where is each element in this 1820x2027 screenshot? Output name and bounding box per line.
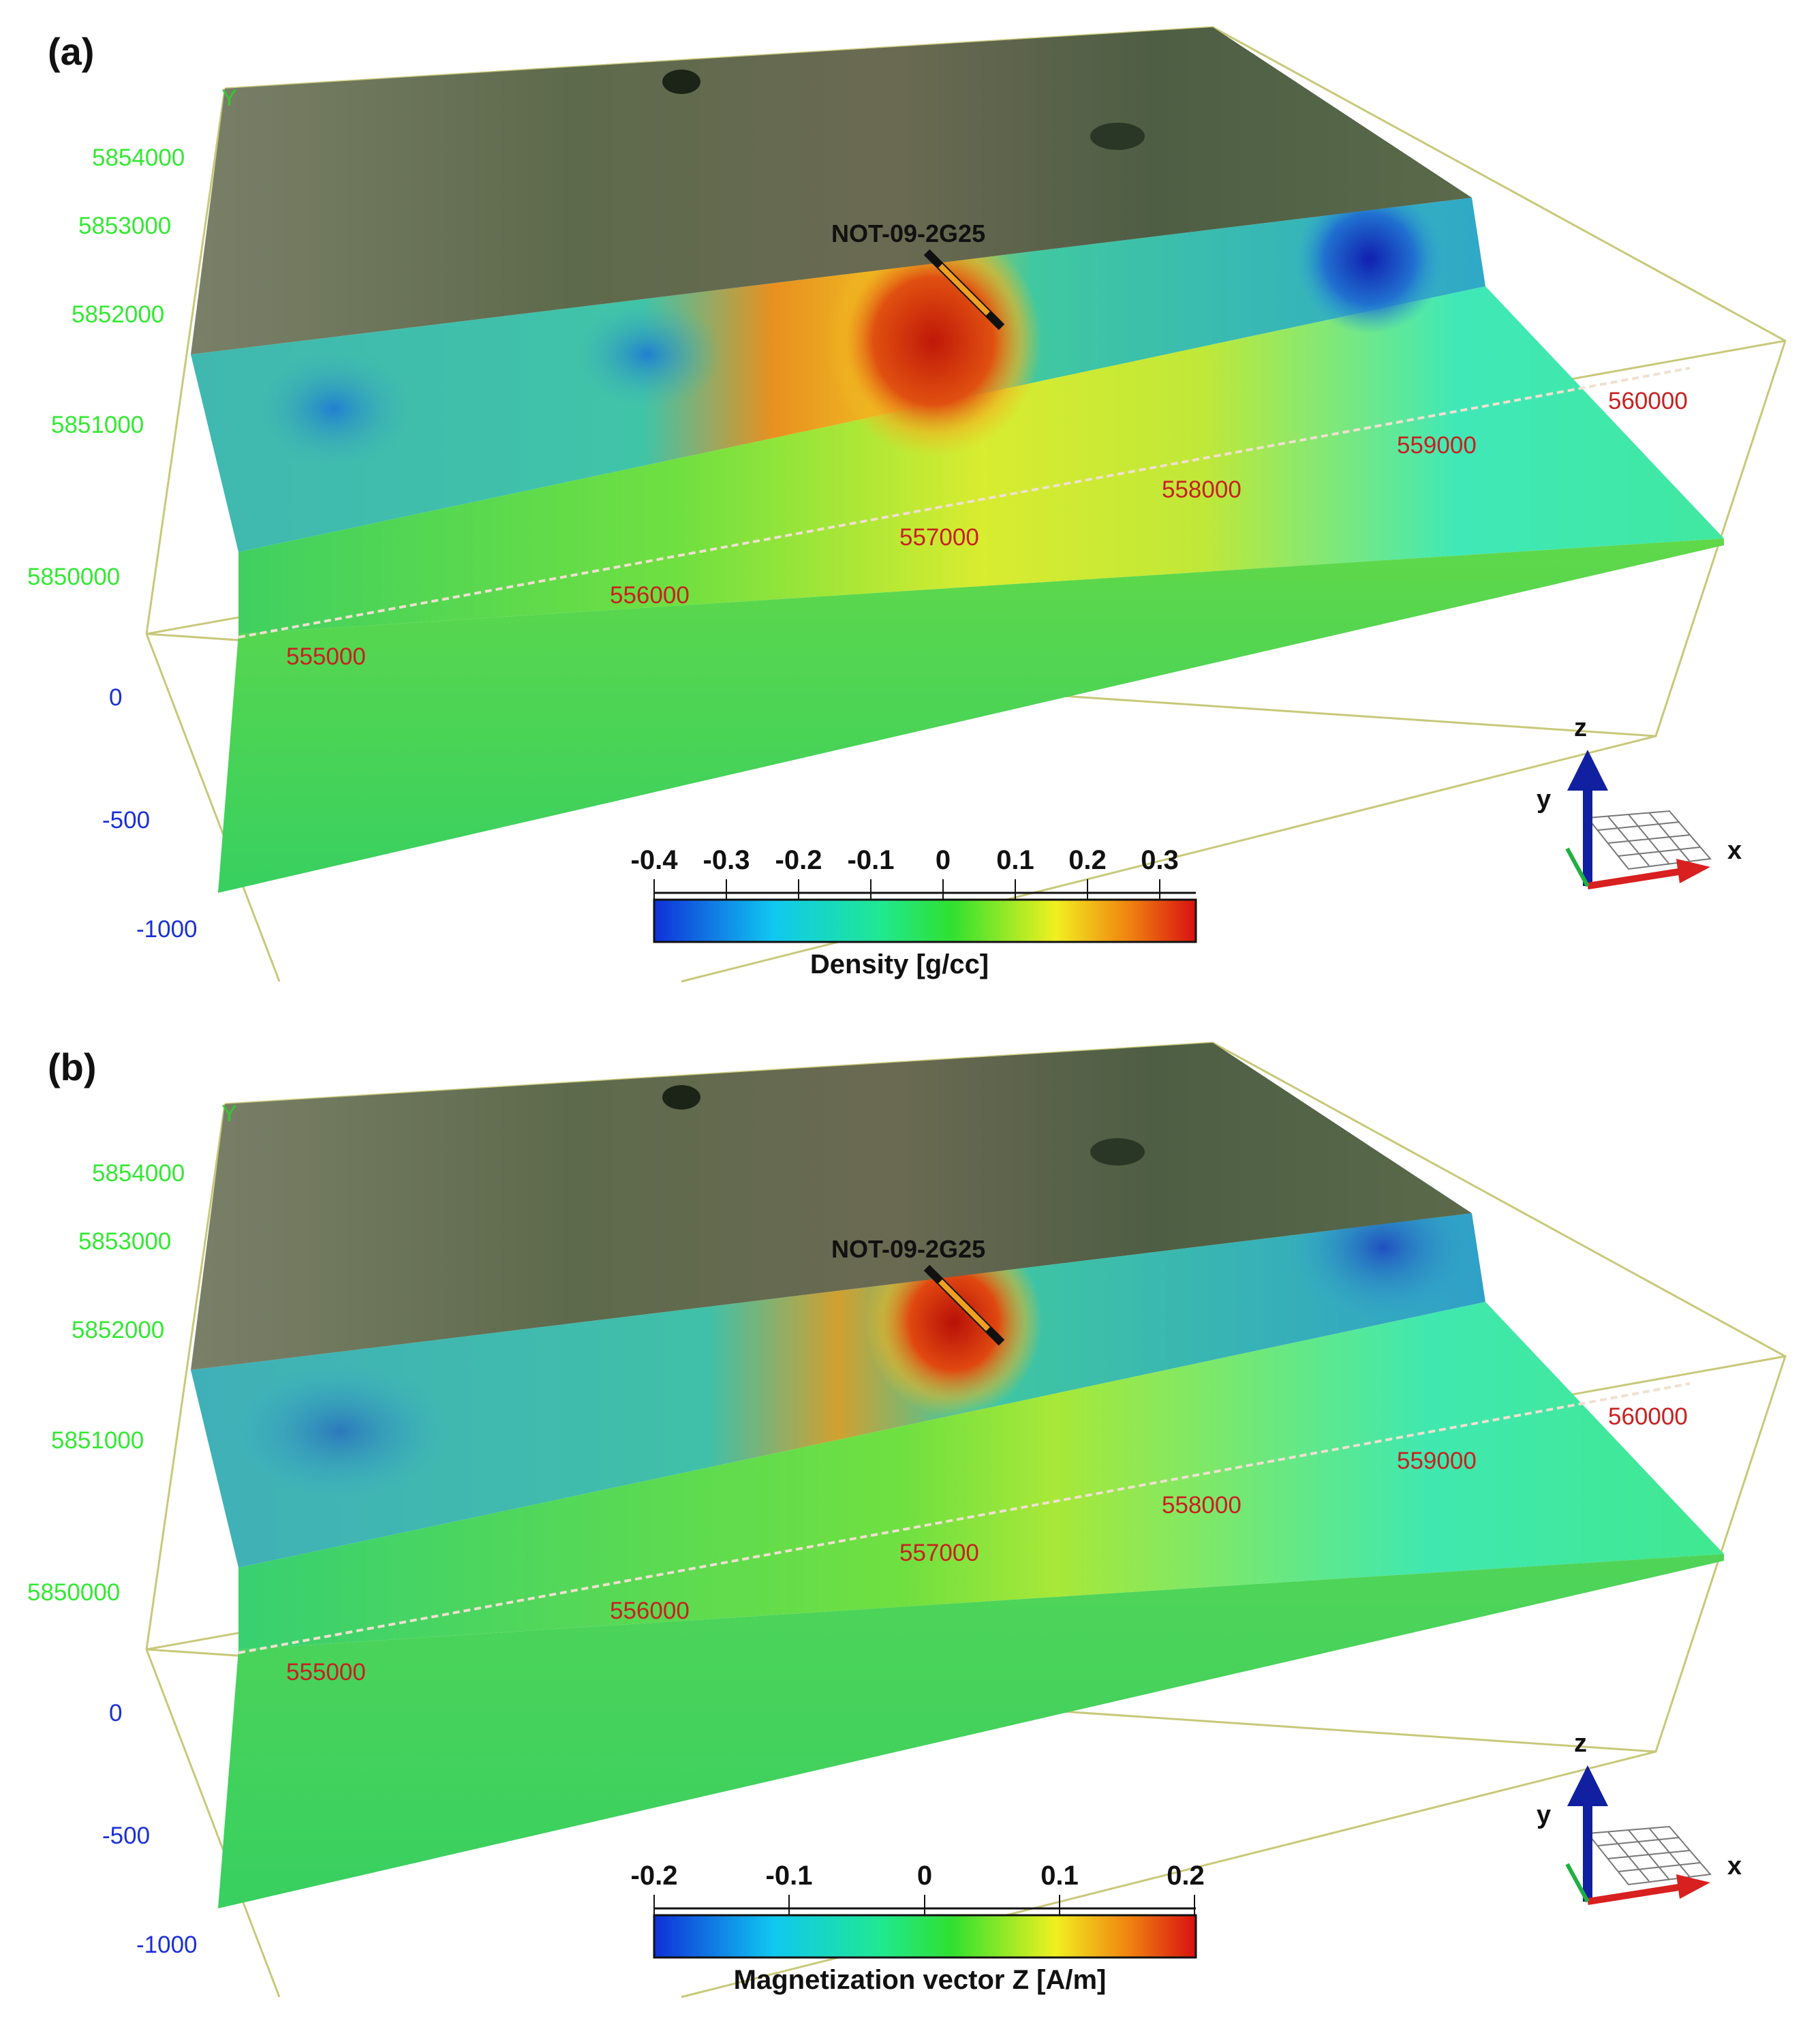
colorbar-title: Magnetization vector Z [A/m] [734,1965,1107,1995]
drillhole-trace [923,249,1005,331]
colorbar-tick: 0.3 [1141,845,1179,875]
y-axis-letter: Y [221,1101,237,1127]
x-tick-label: 556000 [610,1598,690,1624]
orientation-triad: z y x [1537,1729,1742,1905]
triad-z-label: z [1574,714,1587,742]
panel-letter: (b) [48,1046,97,1088]
panel-a: NOT-09-2G25 (a) Y 5854000 5853000 585200… [27,26,1787,983]
y-tick-label: 5854000 [92,1160,185,1187]
panel-b: NOT-09-2G25 (b) Y 5854000 5853000 585200… [27,1041,1787,1998]
colorbar-tick: 0.2 [1068,845,1107,875]
colorbar: -0.2 -0.1 0 0.1 0.2 Magnetization vector… [631,1861,1205,1995]
front-vertical-section [218,538,1724,893]
y-tick-label: 5851000 [51,1427,144,1454]
triad-y-label: y [1537,785,1551,814]
colorbar-tick: -0.1 [848,845,895,875]
z-tick-label: 0 [109,684,122,711]
y-tick-label: 5850000 [27,1579,120,1606]
colorbar-tick: -0.4 [631,845,679,875]
x-tick-label: 559000 [1397,1448,1477,1474]
triad-x-label: x [1727,836,1742,865]
satellite-topography-surface [191,27,1472,354]
x-axis-tick-labels: 555000 556000 557000 558000 559000 56000… [286,1403,1688,1686]
triad-x-label: x [1727,1852,1742,1880]
y-tick-label: 5851000 [51,412,144,438]
vertical-section-wall [191,1213,1485,1568]
colorbar-tick: -0.1 [766,1861,813,1891]
x-tick-label: 558000 [1162,476,1241,503]
x-tick-label: 557000 [899,1540,979,1566]
z-tick-label: -1000 [136,1932,198,1958]
x-tick-label: 555000 [286,643,366,670]
x-profile-line [238,367,1691,639]
front-vertical-section [218,1554,1724,1908]
y-axis-tick-labels: 5854000 5853000 5852000 5851000 5850000 [27,144,185,590]
drillhole-label: NOT-09-2G25 [831,1235,985,1263]
z-axis-tick-labels: 0 -500 -1000 [102,684,198,943]
satellite-topography-surface [191,1043,1472,1370]
colorbar-tick: 0 [936,845,951,875]
y-tick-label: 5852000 [72,301,164,328]
y-axis-letter: Y [221,85,237,111]
colorbar-tick: 0.1 [996,845,1034,875]
z-tick-label: -500 [102,807,150,834]
x-tick-label: 558000 [1162,1492,1241,1519]
colorbar-tick: -0.2 [631,1861,678,1891]
colorbar-tick: -0.2 [775,845,822,875]
triad-z-label: z [1574,1729,1587,1758]
orientation-triad: z y x [1537,714,1742,889]
triad-y-label: y [1537,1801,1551,1829]
x-tick-label: 555000 [286,1659,366,1686]
drillhole-trace [923,1264,1005,1346]
x-tick-label: 560000 [1608,388,1688,414]
y-tick-label: 5853000 [78,213,171,239]
x-tick-label: 556000 [610,582,690,609]
z-tick-label: -1000 [136,916,198,943]
colorbar-tick: 0.1 [1040,1861,1079,1891]
z-tick-label: 0 [109,1700,122,1726]
z-tick-label: -500 [102,1823,150,1849]
x-tick-label: 557000 [899,524,979,551]
colorbar-tick: 0.2 [1167,1861,1205,1891]
colorbar-tick: 0 [917,1861,932,1891]
horizontal-depth-slice [238,286,1724,634]
y-tick-label: 5850000 [27,564,120,590]
horizontal-depth-slice [238,1302,1724,1649]
x-tick-label: 560000 [1608,1403,1688,1430]
z-axis-tick-labels: 0 -500 -1000 [102,1700,198,1958]
x-axis-tick-labels: 555000 556000 557000 558000 559000 56000… [286,388,1688,670]
colorbar-title: Density [g/cc] [810,949,989,979]
y-tick-label: 5853000 [78,1228,171,1255]
x-tick-label: 559000 [1397,432,1477,459]
y-axis-tick-labels: 5854000 5853000 5852000 5851000 5850000 [27,1160,185,1606]
x-profile-line [238,1382,1691,1654]
drillhole-label: NOT-09-2G25 [831,219,985,247]
colorbar-tick: -0.3 [703,845,750,875]
y-tick-label: 5852000 [72,1317,164,1343]
panel-letter: (a) [48,30,94,73]
y-tick-label: 5854000 [92,144,185,171]
colorbar: -0.4 -0.3 -0.2 -0.1 0 0.1 0.2 0.3 Densit… [631,845,1197,979]
